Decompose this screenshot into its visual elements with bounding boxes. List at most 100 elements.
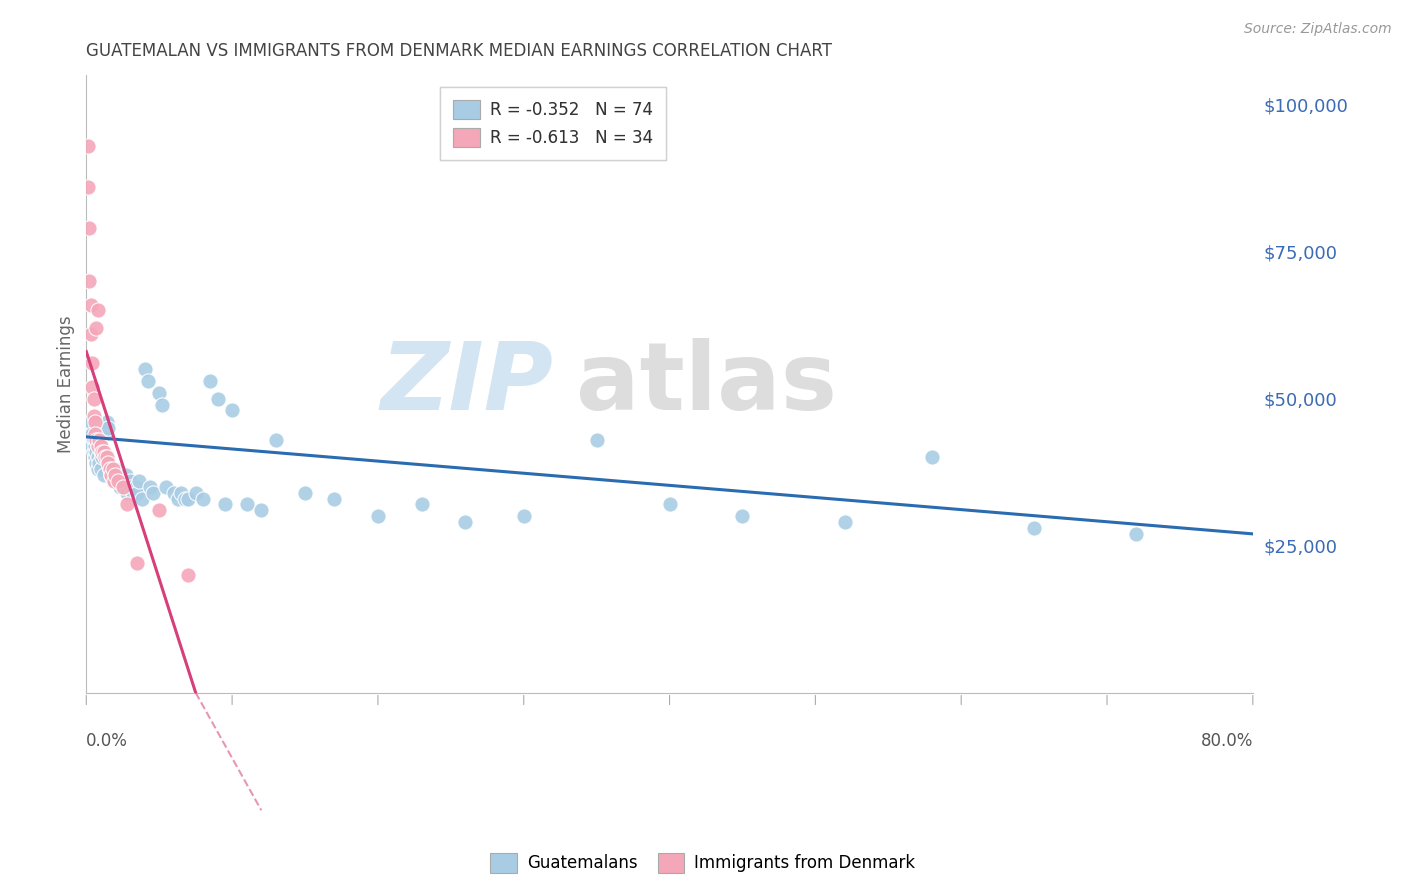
Point (100, 468, 122, 483)
Point (77, 221, 100, 235)
Point (103, 468, 125, 483)
Point (77, 426, 100, 441)
Point (114, 468, 136, 483)
Legend: R = -0.352   N = 74, R = -0.613   N = 34: R = -0.352 N = 74, R = -0.613 N = 34 (440, 87, 666, 161)
Point (177, 568, 200, 582)
Point (86, 456, 108, 470)
Point (87, 450, 110, 465)
Point (1125, 527, 1147, 541)
Point (83, 444, 105, 458)
Point (83, 433, 105, 447)
Point (101, 474, 124, 488)
Point (174, 491, 197, 506)
Text: atlas: atlas (576, 338, 837, 430)
Point (104, 468, 127, 483)
Point (658, 498, 681, 512)
Point (105, 474, 128, 488)
Point (77, 274, 100, 288)
Text: 0.0%: 0.0% (86, 731, 128, 749)
Point (142, 485, 165, 500)
Point (148, 503, 170, 517)
Text: 80.0%: 80.0% (1201, 731, 1253, 749)
Point (214, 498, 236, 512)
Point (76, 180, 98, 194)
Point (170, 485, 193, 500)
Point (107, 474, 129, 488)
Text: GUATEMALAN VS IMMIGRANTS FROM DENMARK MEDIAN EARNINGS CORRELATION CHART: GUATEMALAN VS IMMIGRANTS FROM DENMARK ME… (86, 42, 832, 60)
Point (94, 450, 117, 465)
Point (76, 138, 98, 153)
Point (731, 509, 754, 524)
Point (367, 509, 389, 524)
Point (454, 515, 477, 529)
Point (235, 498, 257, 512)
Point (115, 485, 138, 500)
Text: Source: ZipAtlas.com: Source: ZipAtlas.com (1244, 22, 1392, 37)
Point (93, 468, 115, 483)
Point (83, 409, 105, 424)
Point (108, 480, 131, 494)
Point (86, 444, 108, 458)
Point (221, 403, 243, 417)
Point (127, 556, 149, 570)
Point (82, 380, 104, 394)
Point (131, 491, 153, 506)
Point (115, 498, 138, 512)
Point (86, 433, 108, 447)
Point (82, 356, 104, 370)
Point (184, 485, 207, 500)
Point (87, 303, 110, 318)
Point (90, 439, 112, 453)
Point (90, 444, 112, 458)
Point (84, 439, 107, 453)
Point (155, 480, 177, 494)
Point (200, 374, 222, 388)
Point (111, 474, 134, 488)
Point (86, 321, 108, 335)
Point (191, 491, 214, 506)
Point (134, 362, 156, 376)
Point (128, 474, 150, 488)
Point (101, 462, 124, 476)
Point (89, 456, 111, 470)
Point (87, 462, 110, 476)
Point (79, 326, 101, 341)
Point (82, 426, 104, 441)
Point (136, 374, 159, 388)
Point (100, 468, 122, 483)
Point (294, 485, 316, 500)
Point (112, 480, 135, 494)
Point (323, 491, 346, 506)
Point (148, 385, 170, 400)
Point (79, 415, 101, 429)
Point (411, 498, 433, 512)
Point (84, 450, 107, 465)
Point (111, 480, 134, 494)
Point (87, 439, 110, 453)
Point (79, 433, 101, 447)
Point (585, 433, 607, 447)
Point (107, 468, 129, 483)
Point (167, 491, 190, 506)
Point (125, 480, 148, 494)
Point (207, 392, 229, 406)
Point (121, 480, 143, 494)
Point (89, 433, 111, 447)
Point (82, 439, 104, 453)
Point (97, 456, 120, 470)
Point (84, 415, 107, 429)
Point (150, 397, 173, 411)
Point (921, 450, 943, 465)
Point (177, 491, 200, 506)
Point (103, 474, 125, 488)
Point (96, 415, 118, 429)
Point (250, 503, 273, 517)
Point (84, 426, 107, 441)
Point (264, 433, 287, 447)
Point (122, 485, 145, 500)
Point (93, 444, 115, 458)
Legend: Guatemalans, Immigrants from Denmark: Guatemalans, Immigrants from Denmark (484, 847, 922, 880)
Point (97, 421, 120, 435)
Point (104, 462, 127, 476)
Point (83, 392, 105, 406)
